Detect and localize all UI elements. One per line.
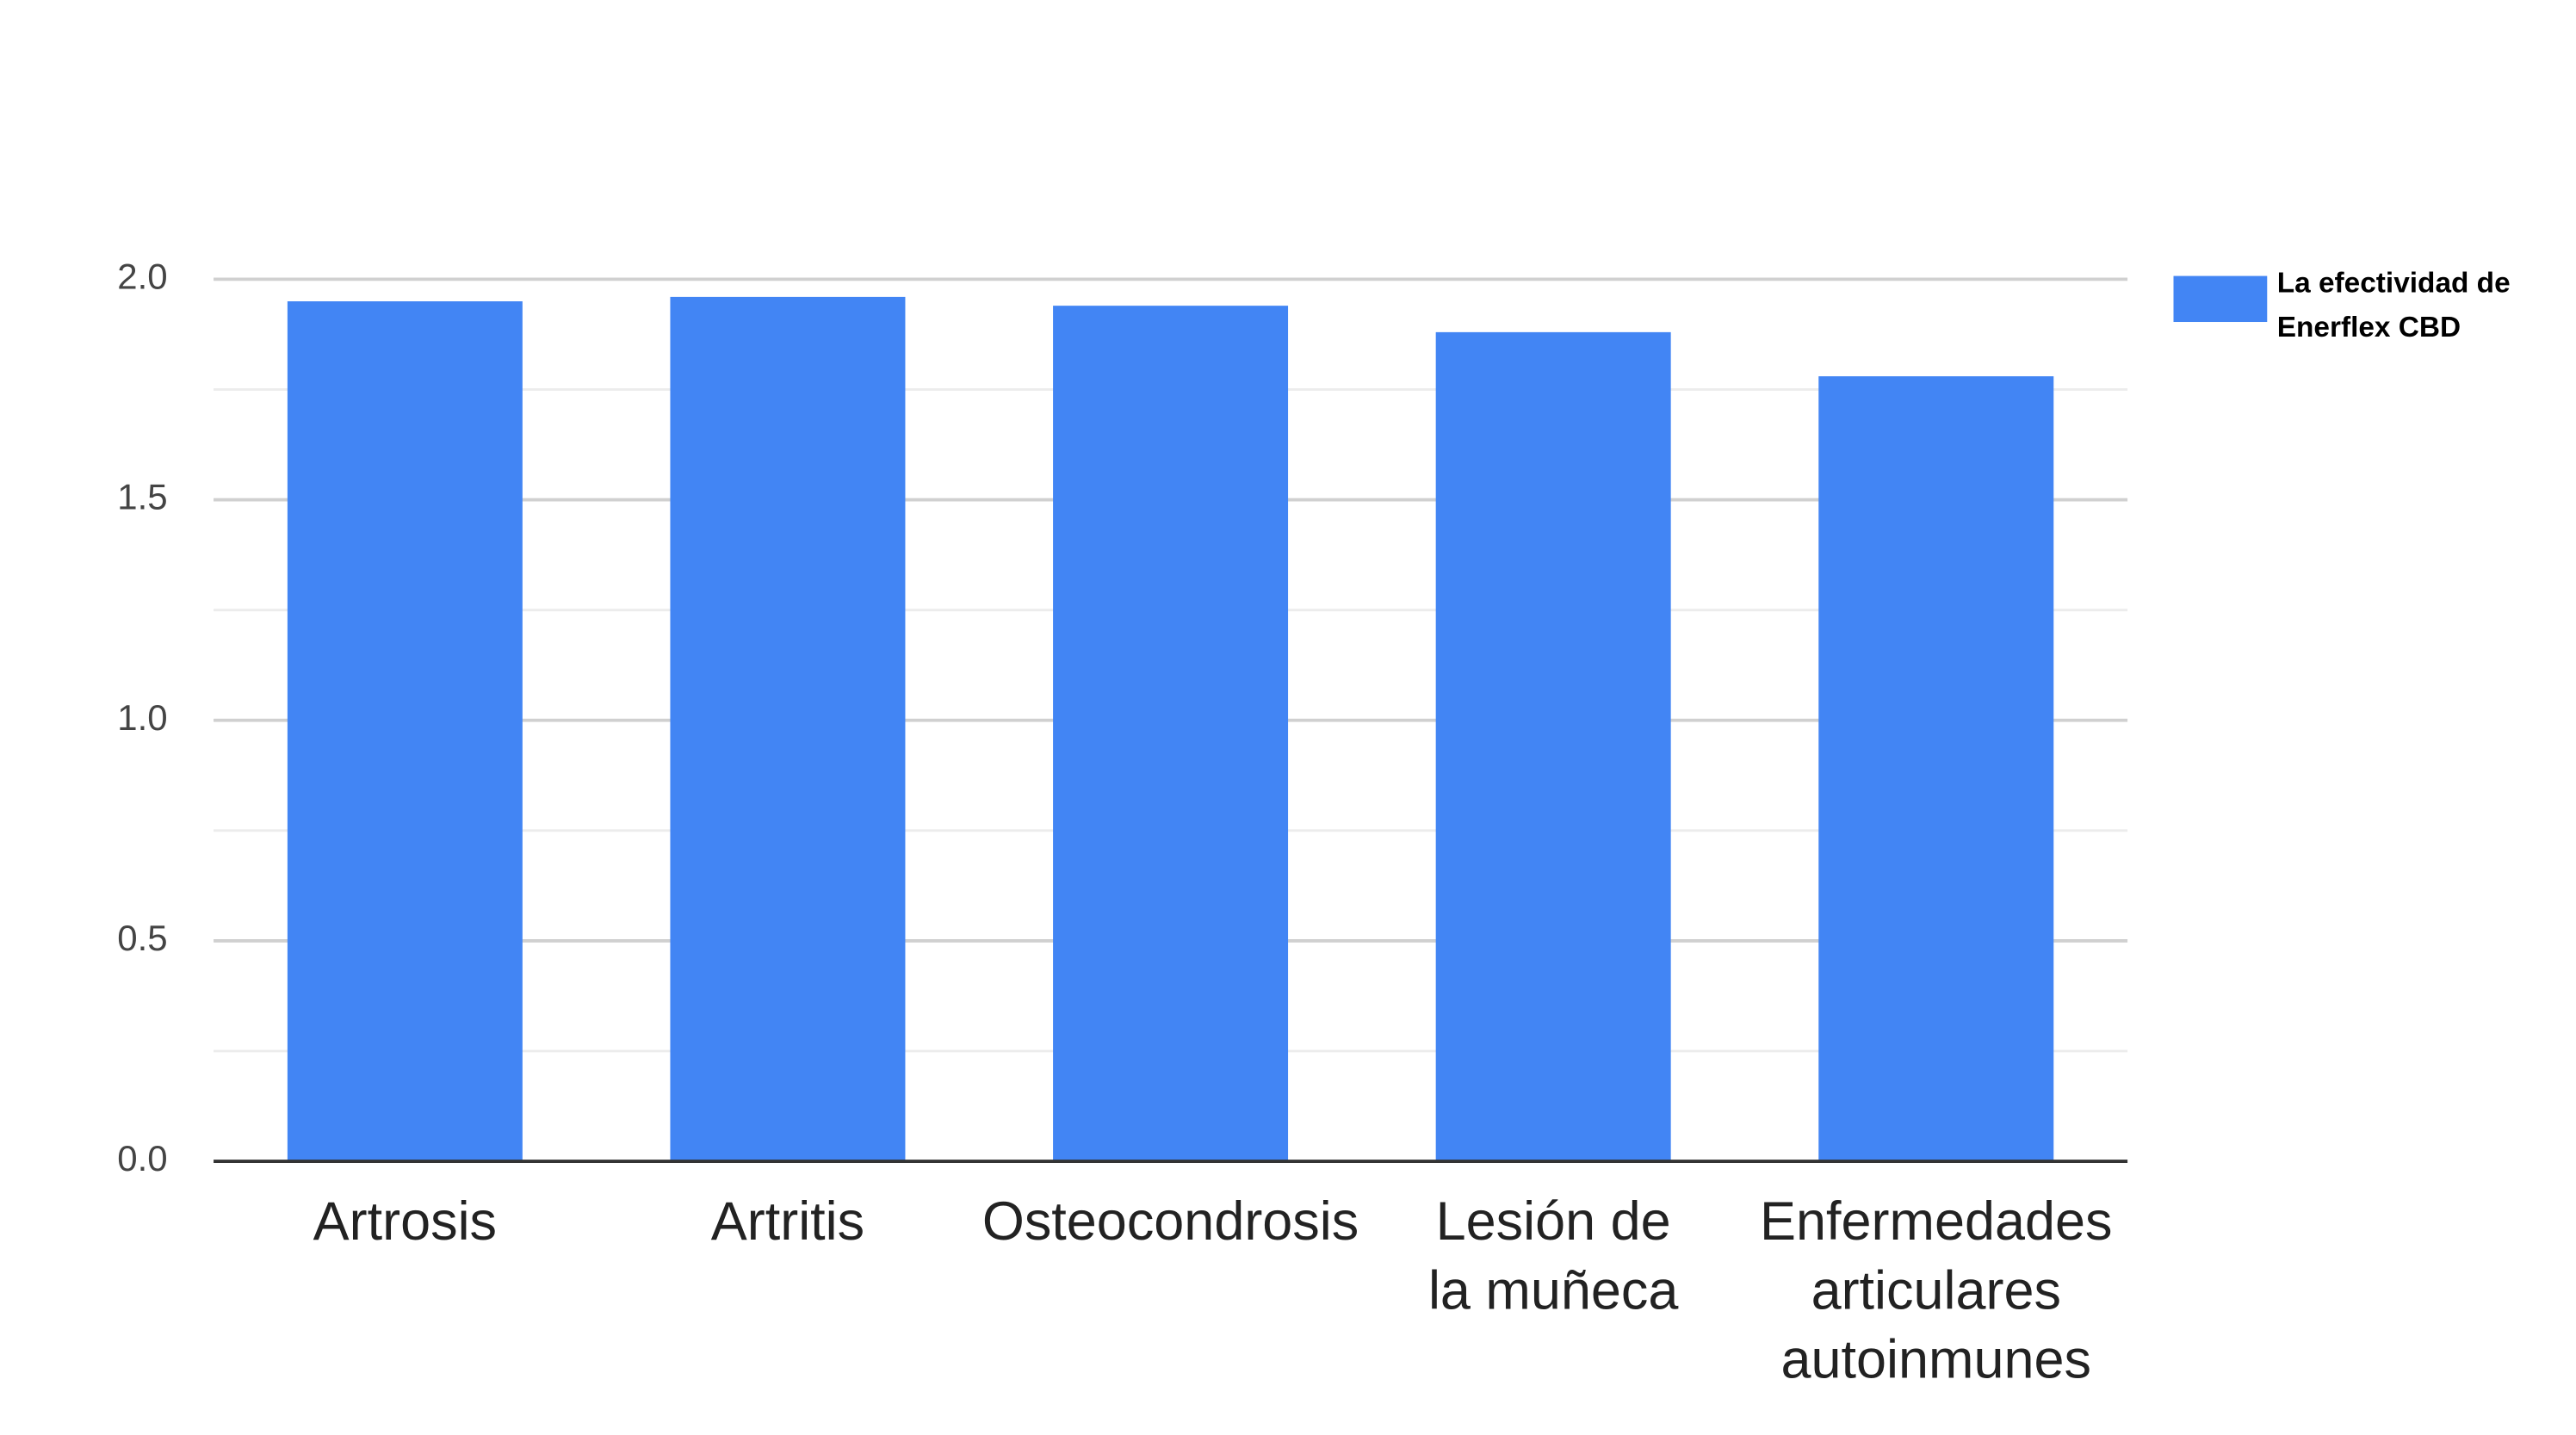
- y-tick-label: 1.5: [117, 477, 167, 517]
- legend-swatch: [2173, 275, 2268, 323]
- x-tick-label: articulares: [1811, 1260, 2061, 1321]
- y-tick-label: 0.5: [117, 918, 167, 958]
- x-tick-label: Lesión de: [1436, 1191, 1671, 1252]
- legend-item: La efectividad de Enerflex CBD: [2276, 266, 2511, 343]
- legend-label: La efectividad de Enerflex CBD: [2276, 266, 2511, 343]
- y-tick-label: 1.0: [117, 697, 167, 738]
- bar: [670, 296, 906, 1162]
- x-tick-label: autoinmunes: [1781, 1329, 2091, 1389]
- bar: [1818, 376, 2054, 1162]
- bar: [287, 301, 523, 1162]
- x-tick-label: la muñeca: [1428, 1260, 1679, 1321]
- y-tick-label: 2.0: [117, 256, 167, 296]
- bar: [1435, 331, 1671, 1162]
- x-tick-label: Osteocondrosis: [982, 1191, 1359, 1252]
- bar: [1053, 306, 1289, 1162]
- x-tick-label: Enfermedades: [1760, 1191, 2112, 1252]
- x-tick-label: Artrosis: [313, 1191, 497, 1252]
- x-tick-label: Artritis: [711, 1191, 864, 1252]
- y-tick-label: 0.0: [117, 1138, 167, 1178]
